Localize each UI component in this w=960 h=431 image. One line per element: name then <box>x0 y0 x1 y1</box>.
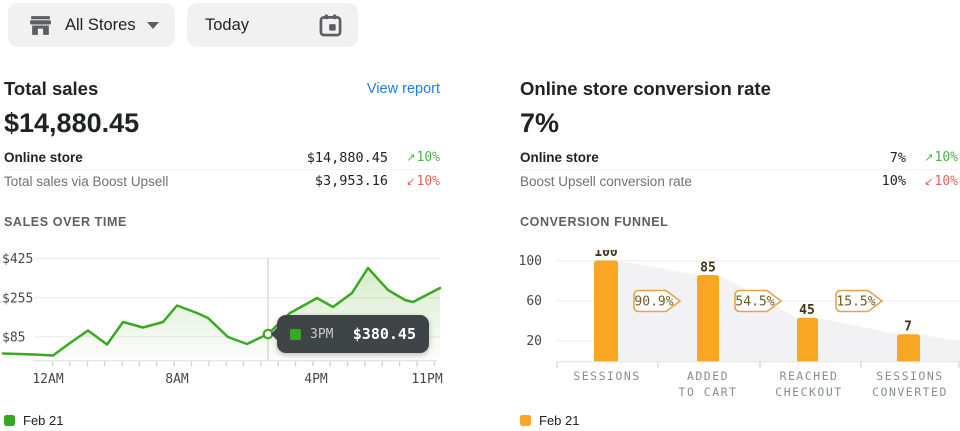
metric-row: Online store 7% ↗10% <box>520 146 958 169</box>
store-selector-label: All Stores <box>65 15 136 34</box>
arrow-down-left-icon: ↙ <box>406 174 416 188</box>
bar-reached-checkout <box>797 317 818 362</box>
badge-shape <box>734 289 783 313</box>
metric-value: $14,880.45 <box>306 149 388 166</box>
total-sales-value: $14,880.45 <box>4 108 140 138</box>
conversion-funnel-heading: CONVERSION FUNNEL <box>520 215 669 229</box>
bar-sessions-converted <box>897 334 920 362</box>
tooltip-time: 3PM <box>310 326 334 342</box>
date-selector-label: Today <box>205 15 250 34</box>
svg-text:SESSIONS: SESSIONS <box>573 369 640 383</box>
metric-value: 7% <box>889 149 906 166</box>
metric-change-down: ↙10% <box>406 173 440 189</box>
svg-text:15.5%: 15.5% <box>836 295 875 310</box>
metric-label: Total sales via Boost Upsell <box>4 173 169 189</box>
svg-text:85: 85 <box>700 261 716 276</box>
svg-text:11PM: 11PM <box>411 372 442 387</box>
svg-text:12AM: 12AM <box>32 372 63 387</box>
metric-change-up: ↗10% <box>924 150 958 165</box>
category-labels: SESSIONS ADDED TO CART REACHED CHECKOUT … <box>573 369 948 399</box>
total-sales-header: Total sales View report <box>4 78 440 100</box>
calendar-icon <box>319 13 342 36</box>
metric-row: Boost Upsell conversion rate 10% ↙10% <box>520 169 958 192</box>
svg-text:$255: $255 <box>2 292 33 307</box>
arrow-up-right-icon: ↗ <box>924 151 934 164</box>
conversion-rate-badges: 90.9% 54.5% 15.5% <box>633 289 884 313</box>
svg-text:4PM: 4PM <box>304 372 328 387</box>
sales-line <box>1 266 442 357</box>
conversion-funnel-svg: 100 60 20 100 85 45 7 90.9% 54.5% 15.5% <box>519 245 960 399</box>
view-report-link[interactable]: View report <box>366 81 440 97</box>
svg-text:7: 7 <box>904 320 912 335</box>
svg-text:90.9%: 90.9% <box>634 295 673 310</box>
total-sales-title: Total sales <box>4 78 99 99</box>
svg-text:8AM: 8AM <box>165 372 189 387</box>
arrow-up-right-icon: ↗ <box>406 151 416 164</box>
sales-line-chart[interactable]: $425 $255 $85 12AM 8AM 4PM 11PM 3PM $380… <box>0 250 445 395</box>
y-axis-labels: $425 $255 $85 <box>2 252 33 346</box>
date-selector-button[interactable]: Today <box>187 3 358 47</box>
metric-label: Online store <box>4 150 83 165</box>
metric-change-down: ↙10% <box>924 173 958 189</box>
total-sales-breakdown: Online store $14,880.45 ↗10% Total sales… <box>4 146 440 192</box>
svg-text:54.5%: 54.5% <box>735 295 774 310</box>
chart-tooltip: 3PM $380.45 <box>277 315 429 353</box>
svg-text:TO CART: TO CART <box>679 385 738 399</box>
metric-row: Total sales via Boost Upsell $3,953.16 ↙… <box>4 169 440 192</box>
svg-text:$425: $425 <box>2 252 33 267</box>
metric-value: $3,953.16 <box>314 173 388 189</box>
x-axis-labels: 12AM 8AM 4PM 11PM <box>32 372 442 387</box>
metric-value: 10% <box>881 173 906 189</box>
legend-swatch-orange <box>520 415 531 426</box>
store-icon <box>30 15 51 35</box>
chevron-down-icon <box>147 21 159 29</box>
metric-label: Online store <box>520 150 599 165</box>
tooltip-value: $380.45 <box>352 325 416 343</box>
badge-shape <box>633 289 682 313</box>
svg-text:SESSIONS: SESSIONS <box>876 369 943 383</box>
x-axis-ticks <box>37 361 438 367</box>
conversion-funnel-chart[interactable]: 100 60 20 100 85 45 7 90.9% 54.5% 15.5% <box>515 245 960 400</box>
arrow-down-left-icon: ↙ <box>924 174 934 188</box>
svg-text:100: 100 <box>594 250 618 260</box>
legend-swatch-green <box>4 415 15 426</box>
conversion-title: Online store conversion rate <box>520 78 771 99</box>
svg-text:20: 20 <box>526 334 542 349</box>
funnel-legend: Feb 21 <box>520 413 579 428</box>
bar-sessions <box>594 260 618 362</box>
metric-change-up: ↗10% <box>406 150 440 165</box>
legend-label: Feb 21 <box>539 413 580 428</box>
sales-legend: Feb 21 <box>4 413 63 428</box>
svg-text:CONVERTED: CONVERTED <box>872 385 948 399</box>
svg-text:60: 60 <box>526 294 542 309</box>
svg-text:CHECKOUT: CHECKOUT <box>775 385 842 399</box>
y-axis-labels: 100 60 20 <box>519 254 542 349</box>
svg-text:100: 100 <box>519 254 542 269</box>
svg-text:REACHED: REACHED <box>780 369 839 383</box>
metric-row: Online store $14,880.45 ↗10% <box>4 146 440 169</box>
funnel-bars <box>594 260 920 362</box>
conversion-header: Online store conversion rate <box>520 78 958 100</box>
metric-label: Boost Upsell conversion rate <box>520 173 692 189</box>
svg-text:ADDED: ADDED <box>687 369 729 383</box>
svg-text:45: 45 <box>799 303 815 318</box>
svg-text:$85: $85 <box>2 331 25 346</box>
sales-over-time-heading: SALES OVER TIME <box>4 215 127 229</box>
conversion-value: 7% <box>520 108 560 138</box>
store-selector-button[interactable]: All Stores <box>8 3 175 47</box>
legend-label: Feb 21 <box>23 413 64 428</box>
conversion-breakdown: Online store 7% ↗10% Boost Upsell conver… <box>520 146 958 192</box>
tooltip-series-swatch <box>290 328 301 340</box>
x-axis-ticks <box>556 361 960 368</box>
badge-shape <box>835 289 884 313</box>
bar-added-to-cart <box>697 275 719 362</box>
